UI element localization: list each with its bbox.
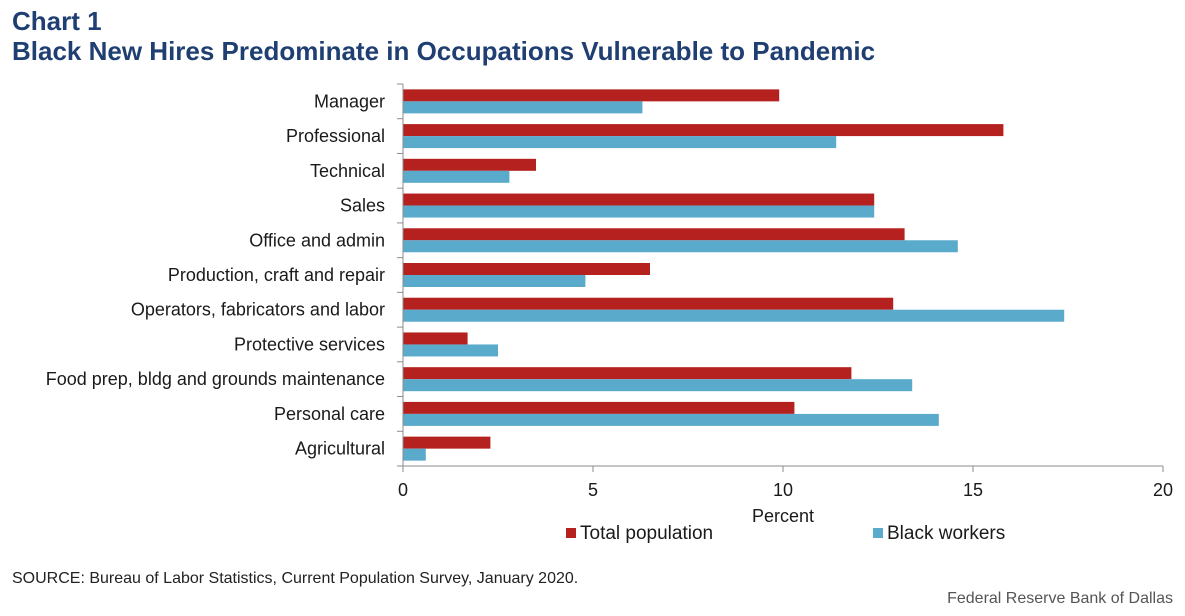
bar-chart: Manager Professional Technical Sales Office … bbox=[46, 83, 1173, 544]
category-label: Personal care bbox=[274, 404, 385, 424]
bar-black-workers bbox=[403, 101, 643, 114]
category-label: Technical bbox=[310, 161, 385, 181]
bar-total-population bbox=[403, 228, 905, 241]
bar-total-population bbox=[403, 332, 468, 345]
x-tick-label: 0 bbox=[398, 480, 408, 500]
credit-note: Federal Reserve Bank of Dallas bbox=[947, 590, 1173, 607]
category-label: Professional bbox=[286, 126, 385, 146]
bar-black-workers bbox=[403, 448, 426, 461]
category-label: Manager bbox=[314, 91, 385, 111]
bar-black-workers bbox=[403, 136, 837, 149]
category-label: Agricultural bbox=[295, 439, 385, 459]
bar-black-workers bbox=[403, 309, 1065, 322]
chart-label: Chart 1 bbox=[12, 6, 102, 36]
legend-label: Black workers bbox=[887, 523, 1005, 544]
category-label: Sales bbox=[340, 196, 385, 216]
category-label: Operators, fabricators and labor bbox=[131, 300, 385, 320]
legend-swatch bbox=[566, 528, 576, 538]
category-label: Production, craft and repair bbox=[168, 265, 385, 285]
chart-title-block: Chart 1 Black New Hires Predominate in O… bbox=[12, 6, 875, 66]
bar-black-workers bbox=[403, 379, 913, 392]
x-tick-label: 10 bbox=[773, 480, 793, 500]
bar-black-workers bbox=[403, 170, 510, 183]
bar-total-population bbox=[403, 367, 852, 380]
bar-total-population bbox=[403, 263, 650, 275]
source-note: SOURCE: Bureau of Labor Statistics, Curr… bbox=[12, 570, 579, 587]
bar-total-population bbox=[403, 158, 536, 171]
bar-black-workers bbox=[403, 205, 875, 218]
chart-title: Black New Hires Predominate in Occupatio… bbox=[12, 36, 876, 66]
bar-black-workers bbox=[403, 275, 586, 287]
x-tick-label: 5 bbox=[588, 480, 598, 500]
bar-black-workers bbox=[403, 413, 939, 426]
legend-swatch bbox=[873, 528, 883, 538]
legend-label: Total population bbox=[580, 523, 713, 544]
category-label: Protective services bbox=[234, 334, 385, 354]
category-label: Office and admin bbox=[249, 230, 385, 250]
bar-total-population bbox=[403, 401, 795, 414]
bar-total-population bbox=[403, 89, 780, 102]
x-tick-label: 15 bbox=[963, 480, 983, 500]
bar-total-population bbox=[403, 124, 1004, 137]
x-tick-label: 20 bbox=[1153, 480, 1173, 500]
x-axis-label: Percent bbox=[752, 506, 814, 526]
bar-black-workers bbox=[403, 344, 498, 357]
bar-total-population bbox=[403, 193, 875, 206]
bar-total-population bbox=[403, 297, 894, 310]
category-label: Food prep, bldg and grounds maintenance bbox=[46, 369, 385, 389]
bar-total-population bbox=[403, 436, 491, 449]
bar-black-workers bbox=[403, 240, 958, 253]
